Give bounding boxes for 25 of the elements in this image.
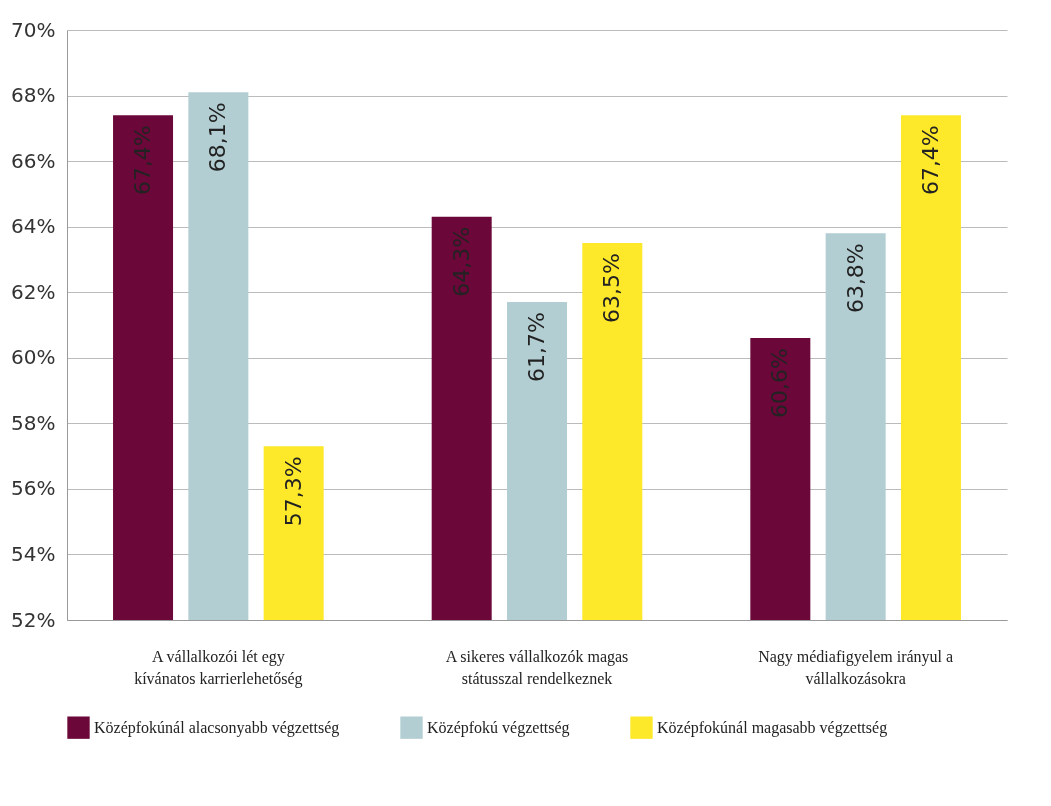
x-tick-label: A vállalkozói lét egy kívánatos karrierlehetőség (134, 647, 303, 688)
data-label: 63,8% (842, 243, 868, 314)
data-label: 63,5% (599, 253, 625, 323)
y-tick-label: 66% (11, 148, 56, 173)
y-tick-label: 54% (11, 541, 56, 566)
x-tick-label: A sikeres vállalkozók magas státusszal rendelkeznek (445, 647, 629, 687)
y-tick-label: 70% (11, 17, 56, 42)
y-tick-label: 56% (11, 476, 56, 501)
y-tick-label: 68% (11, 83, 56, 108)
legend-label: Középfokú végzettség (427, 718, 570, 737)
data-label: 67,4% (130, 125, 156, 196)
y-tick-label: 62% (11, 279, 56, 304)
data-label: 68,1% (205, 102, 231, 173)
data-label: 60,6% (767, 348, 793, 418)
data-label: 64,3% (448, 226, 474, 297)
y-tick-label: 52% (11, 607, 56, 632)
legend-label: Középfokúnál alacsonyabb végzettség (94, 718, 340, 737)
y-tick-label: 60% (11, 345, 56, 370)
x-tick-label: Nagy médiafigyelem irányul a vállalkozásokra (758, 647, 954, 687)
legend-label: Középfokúnál magasabb végzettség (657, 718, 888, 737)
data-label: 61,7% (524, 312, 549, 382)
data-label: 67,4% (917, 125, 943, 196)
data-label: 57,3% (280, 456, 306, 527)
y-tick-label: 64% (11, 214, 56, 239)
y-tick-label: 58% (11, 410, 56, 435)
